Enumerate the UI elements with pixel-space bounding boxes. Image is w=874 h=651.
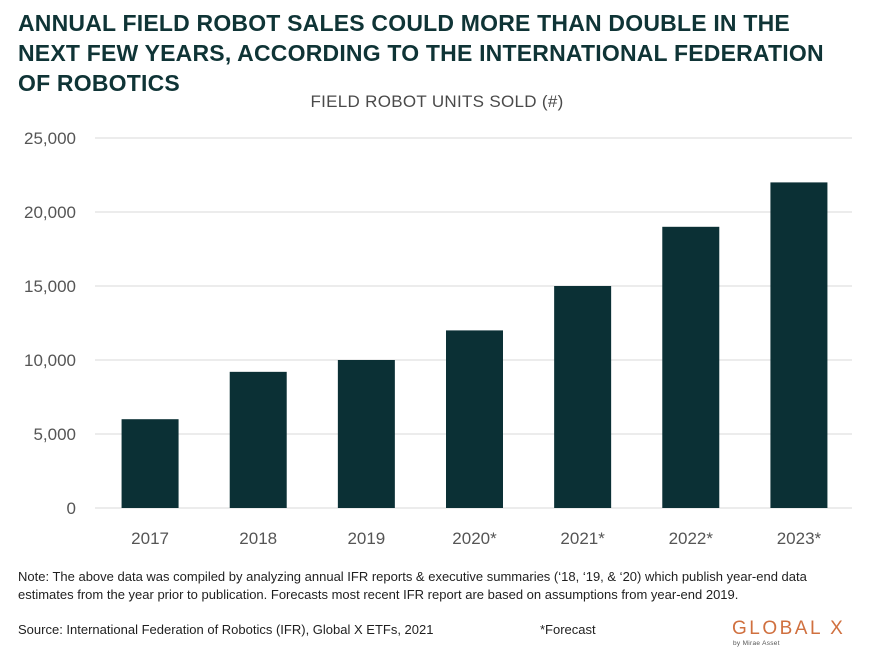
x-tick-label: 2023*: [777, 529, 822, 548]
y-tick-label: 0: [67, 499, 76, 518]
y-tick-label: 10,000: [24, 351, 76, 370]
bar-2018: [229, 371, 287, 508]
chart-note: Note: The above data was compiled by ana…: [18, 569, 807, 602]
global-x-logo: GLOBAL X by Mirae Asset: [732, 618, 862, 648]
source-text: Source: International Federation of Robo…: [18, 622, 434, 637]
x-tick-label: 2019: [347, 529, 385, 548]
bar-2019: [337, 360, 395, 508]
bar-2023-forecast: [770, 182, 828, 508]
forecast-note: *Forecast: [540, 622, 596, 637]
y-tick-label: 25,000: [24, 129, 76, 148]
y-tick-label: 15,000: [24, 277, 76, 296]
logo-subtext: by Mirae Asset: [733, 640, 780, 647]
x-axis-ticks: 2017 2018 2019 2020* 2021* 2022* 2023*: [131, 529, 821, 548]
x-tick-label: 2022*: [669, 529, 714, 548]
x-tick-label: 2021*: [560, 529, 605, 548]
x-tick-label: 2018: [239, 529, 277, 548]
logo-wordmark: GLOBAL X: [732, 618, 846, 639]
chart-subtitle: FIELD ROBOT UNITS SOLD (#): [310, 92, 564, 111]
bar-2021-forecast: [554, 286, 612, 508]
x-tick-label: 2017: [131, 529, 169, 548]
y-tick-label: 5,000: [33, 425, 76, 444]
x-tick-label: 2020*: [452, 529, 497, 548]
y-axis-ticks: 0 5,000 10,000 15,000 20,000 25,000: [24, 129, 76, 518]
bar-2017: [121, 419, 179, 508]
bars: [121, 182, 828, 509]
y-tick-label: 20,000: [24, 203, 76, 222]
bar-2020-forecast: [446, 330, 503, 508]
chart-title: ANNUAL FIELD ROBOT SALES COULD MORE THAN…: [18, 10, 824, 96]
bar-2022-forecast: [662, 226, 720, 509]
